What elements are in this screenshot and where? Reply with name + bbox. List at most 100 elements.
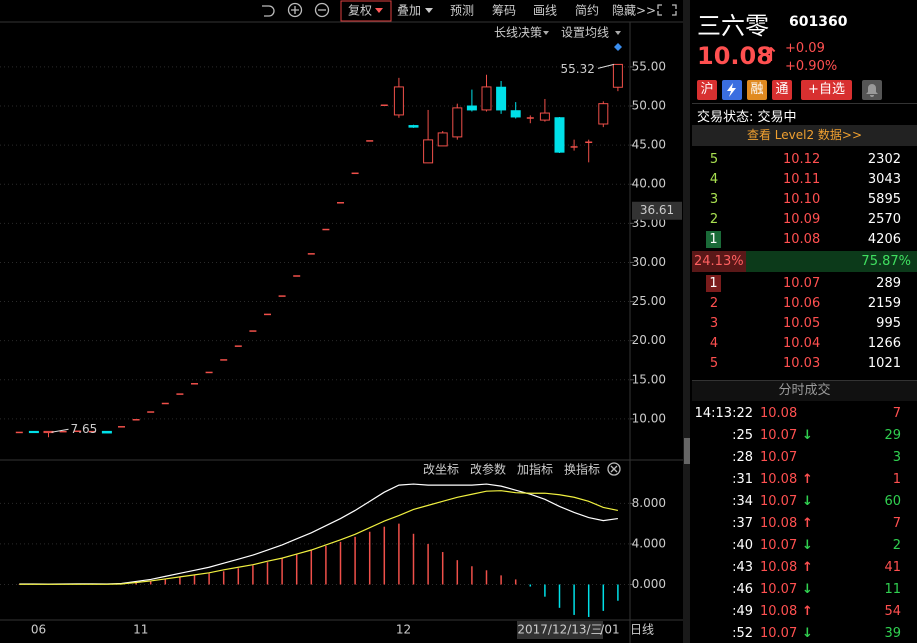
- trade-price: 10.08: [760, 560, 798, 575]
- trade-arrow: ↓: [802, 494, 813, 509]
- book-level: 2: [709, 212, 719, 227]
- toolbar-button[interactable]: 预测: [450, 4, 474, 18]
- trade-arrow: ↓: [802, 582, 813, 597]
- toolbar-button[interactable]: 简约: [575, 3, 599, 18]
- toolbar-button[interactable]: 画线: [533, 4, 557, 18]
- trade-price: 10.07: [760, 626, 798, 641]
- book-volume: 1266: [867, 336, 901, 351]
- candle-body: [191, 383, 198, 385]
- trade-price: 10.07: [760, 450, 798, 465]
- book-volume: 289: [876, 276, 901, 291]
- book-price: 10.09: [783, 212, 821, 227]
- price-arrow: ↑: [763, 44, 779, 66]
- candle-body: [570, 146, 578, 148]
- stock-name: 三六零: [697, 12, 769, 40]
- book-price: 10.12: [783, 152, 821, 167]
- book-price: 10.10: [783, 192, 821, 207]
- trade-volume: 29: [884, 428, 901, 443]
- x-tick-label: 11: [133, 623, 148, 637]
- candle-body: [307, 253, 315, 255]
- dropdown-arrow: [543, 31, 549, 35]
- candle-body: [496, 86, 507, 111]
- dropdown-arrow: [615, 31, 621, 35]
- candle-body: [88, 430, 96, 433]
- undo-icon[interactable]: [262, 5, 275, 17]
- candle-body: [366, 140, 374, 142]
- book-level: 3: [709, 192, 719, 207]
- trade-volume: 1: [892, 472, 901, 487]
- watch-button[interactable]: +自选: [801, 80, 852, 100]
- active-button-frame: [340, 0, 392, 22]
- price: 10.08: [697, 42, 773, 70]
- lightning-badge[interactable]: [722, 80, 742, 100]
- panel-button[interactable]: 加指标: [517, 462, 553, 477]
- toolbar-button[interactable]: 叠加: [397, 4, 421, 18]
- zoom-out-icon[interactable]: [314, 2, 330, 18]
- candle-body: [205, 371, 213, 374]
- trade-price: 10.08: [760, 604, 798, 619]
- trade-time: :28: [732, 450, 753, 465]
- candle-body: [510, 110, 521, 118]
- candle-body: [278, 295, 286, 297]
- zoom-in-icon[interactable]: [287, 2, 303, 18]
- candle-body: [234, 345, 242, 347]
- close-icon[interactable]: [607, 462, 621, 476]
- scroll-handle[interactable]: [684, 438, 690, 464]
- macd-line: [19, 490, 619, 585]
- indicator-button[interactable]: 长线决策: [494, 26, 542, 40]
- trade-time: :37: [732, 516, 753, 531]
- y-tick-label: 0.000: [632, 577, 666, 591]
- candle-body: [59, 430, 67, 433]
- book-price: 10.04: [783, 336, 821, 351]
- trade-volume: 60: [884, 494, 901, 509]
- x-tick-label: 06: [31, 623, 46, 637]
- toolbar-button[interactable]: 筹码: [492, 4, 516, 18]
- candle-body: [322, 228, 330, 231]
- y-tick-label: 55.00: [632, 59, 666, 73]
- indicator-button[interactable]: 设置均线: [561, 26, 609, 40]
- book-level: 1: [706, 275, 721, 292]
- badge[interactable]: 通: [772, 80, 792, 100]
- fullscreen-icon[interactable]: [657, 4, 677, 16]
- trade-time: :49: [732, 604, 753, 619]
- trade-arrow: ↓: [802, 428, 813, 443]
- y-tick-label: 4.000: [632, 536, 666, 550]
- level2-link[interactable]: 查看 Level2 数据>>: [692, 125, 917, 146]
- toolbar-button[interactable]: 复权: [348, 4, 372, 18]
- badge[interactable]: 沪: [697, 80, 717, 100]
- toolbar-button[interactable]: 隐藏>>: [612, 4, 656, 18]
- trade-volume: 11: [884, 582, 901, 597]
- trade-time: :46: [732, 582, 753, 597]
- y-tick-label: 50.00: [632, 99, 666, 113]
- book-level: 3: [709, 316, 719, 331]
- trade-volume: 7: [892, 516, 901, 531]
- alert-button[interactable]: [862, 80, 882, 100]
- book-level: 5: [709, 152, 719, 167]
- stock-code: 601360: [789, 14, 848, 30]
- annotation-label: 55.32: [561, 62, 595, 76]
- book-level: 1: [706, 231, 721, 248]
- panel-button[interactable]: 改参数: [470, 462, 506, 477]
- candle-body: [408, 125, 419, 128]
- candle-body: [393, 86, 404, 116]
- panel-button[interactable]: 换指标: [564, 462, 600, 477]
- ratio-left-label: 24.13%: [694, 254, 744, 269]
- book-price: 10.07: [783, 276, 821, 291]
- badge[interactable]: 融: [747, 80, 767, 100]
- trade-status: 交易状态: 交易中: [697, 110, 797, 125]
- ratio-right-label: 75.87%: [861, 254, 911, 269]
- ratio-right: [746, 251, 917, 272]
- book-volume: 3043: [867, 172, 901, 187]
- marker-diamond: [614, 43, 622, 51]
- trade-volume: 39: [884, 626, 901, 641]
- trade-time: :25: [732, 428, 753, 443]
- macd-line: [19, 483, 618, 585]
- book-volume: 2570: [867, 212, 901, 227]
- y-tick-label: 30.00: [632, 255, 666, 269]
- candle-body: [161, 402, 169, 405]
- trade-arrow: ↓: [802, 626, 813, 641]
- panel-button[interactable]: 改坐标: [423, 463, 459, 477]
- book-price: 10.03: [783, 356, 821, 371]
- trade-arrow: ↑: [802, 560, 813, 575]
